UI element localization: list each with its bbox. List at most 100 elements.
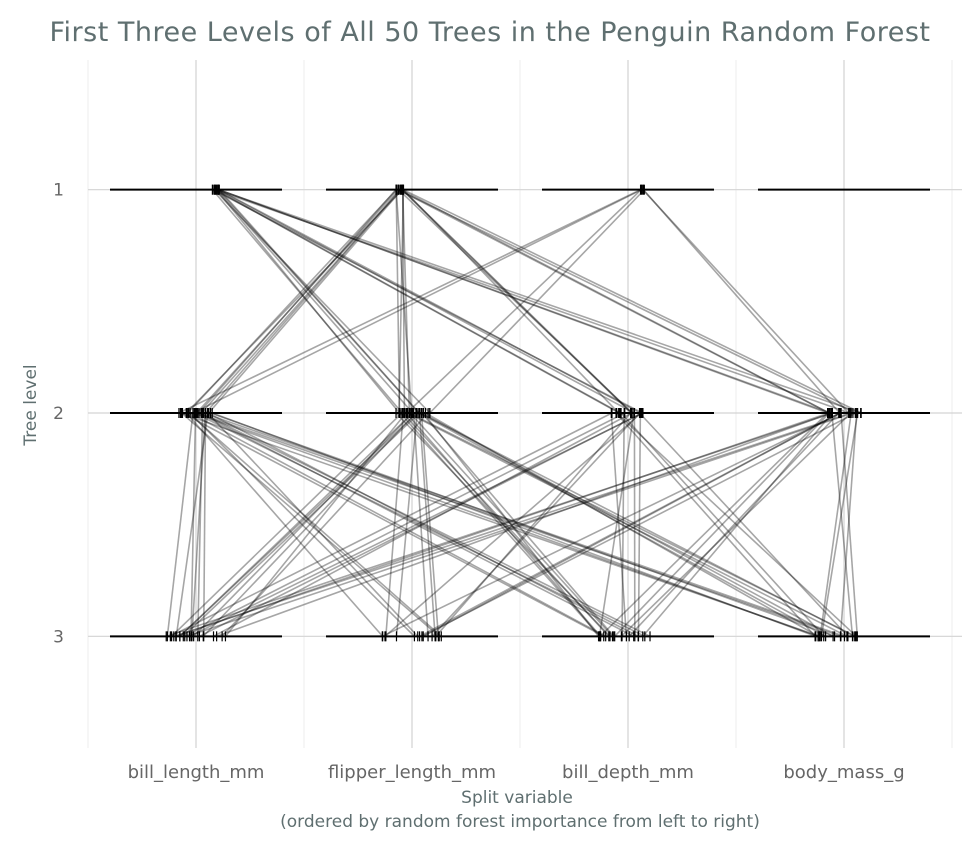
- split-segment: [400, 188, 830, 414]
- split-segment: [620, 412, 852, 637]
- split-segment: [196, 412, 204, 637]
- split-segment: [214, 188, 620, 414]
- split-segment: [196, 189, 399, 414]
- y-tick-label: 1: [53, 181, 64, 201]
- chart-title: First Three Levels of All 50 Trees in th…: [49, 17, 930, 48]
- x-axis-title: Split variable: [461, 788, 573, 808]
- split-segment: [193, 412, 414, 637]
- split-segment: [185, 189, 404, 414]
- split-segment: [224, 412, 407, 637]
- split-segment: [213, 189, 431, 414]
- split-segment: [170, 412, 613, 638]
- split-segment: [395, 189, 401, 414]
- split-segment: [211, 412, 817, 638]
- split-segment: [421, 412, 834, 638]
- x-tick-label: bill_depth_mm: [562, 762, 694, 783]
- split-segment: [218, 188, 828, 414]
- split-segment: [399, 412, 601, 637]
- split-segment: [397, 188, 830, 414]
- split-segment: [199, 412, 643, 638]
- split-segment: [407, 412, 848, 638]
- split-segment: [642, 189, 850, 414]
- x-tick-label: flipper_length_mm: [328, 762, 496, 783]
- split-segment: [184, 412, 626, 638]
- split-segment: [819, 412, 852, 637]
- split-segment: [401, 189, 406, 414]
- split-segment: [395, 412, 418, 637]
- split-segment: [395, 189, 413, 414]
- split-segment: [409, 412, 856, 638]
- split-segment: [598, 412, 635, 637]
- split-segment: [422, 412, 600, 637]
- y-tick-label: 2: [53, 404, 64, 424]
- split-segment: [409, 412, 614, 637]
- split-segment: [637, 412, 642, 637]
- split-segment: [212, 188, 643, 414]
- split-segment: [187, 412, 442, 637]
- x-tick-label: bill_length_mm: [128, 762, 265, 783]
- split-segment: [638, 412, 849, 637]
- split-segment: [182, 412, 605, 638]
- split-segment: [840, 412, 859, 637]
- split-segment: [406, 189, 642, 414]
- split-segment: [186, 412, 854, 638]
- split-segment: [216, 412, 832, 638]
- split-segment: [189, 412, 644, 638]
- split-segment: [642, 412, 834, 637]
- split-segment: [831, 412, 854, 637]
- split-segment: [192, 188, 643, 414]
- split-segment: [431, 412, 641, 637]
- x-tick-labels: bill_length_mm flipper_length_mm bill_dept…: [128, 762, 905, 783]
- split-segment: [398, 189, 633, 414]
- split-segment: [207, 412, 639, 638]
- split-segment: [599, 412, 829, 637]
- split-segment: [381, 412, 842, 638]
- split-segment: [616, 412, 857, 637]
- split-segment: [205, 189, 401, 414]
- split-segment: [401, 189, 632, 414]
- split-segment: [218, 188, 641, 414]
- split-segment: [614, 412, 830, 637]
- y-tick-label: 3: [53, 627, 64, 647]
- split-segment: [215, 188, 621, 414]
- split-segment: [189, 412, 415, 637]
- x-tick-label: body_mass_g: [783, 762, 904, 783]
- split-segment: [200, 189, 402, 414]
- split-segment: [175, 412, 830, 638]
- split-segment: [217, 189, 420, 414]
- split-segment: [420, 412, 440, 637]
- split-segment: [395, 412, 611, 637]
- split-segment: [210, 412, 835, 638]
- split-segment: [191, 412, 207, 637]
- split-segment: [610, 412, 628, 637]
- split-segment: [218, 188, 831, 414]
- split-segment: [412, 412, 429, 637]
- split-segment: [194, 412, 646, 638]
- x-axis-subtitle: (ordered by random forest importance fro…: [280, 812, 760, 832]
- y-axis-title: Tree level: [21, 364, 41, 446]
- split-segment: [218, 189, 420, 414]
- split-segment: [839, 412, 858, 637]
- split-segment: [402, 189, 620, 414]
- split-segment: [398, 189, 405, 414]
- split-segment: [198, 189, 397, 414]
- split-segment: [217, 188, 861, 414]
- split-segment: [401, 189, 633, 414]
- split-segment: [179, 412, 418, 637]
- split-segment: [182, 412, 420, 637]
- split-rug-ticks: [165, 184, 862, 642]
- split-segments: [165, 188, 862, 638]
- split-segment: [202, 412, 417, 637]
- split-segment: [216, 189, 414, 414]
- split-segment: [187, 189, 398, 414]
- split-segment: [397, 188, 856, 414]
- split-segment: [429, 189, 645, 414]
- split-segment: [422, 412, 841, 638]
- split-segment: [402, 188, 862, 414]
- split-segment: [628, 412, 840, 637]
- split-segment: [421, 412, 857, 638]
- split-segment: [189, 412, 607, 638]
- split-segment: [418, 412, 827, 638]
- split-segment: [401, 189, 411, 414]
